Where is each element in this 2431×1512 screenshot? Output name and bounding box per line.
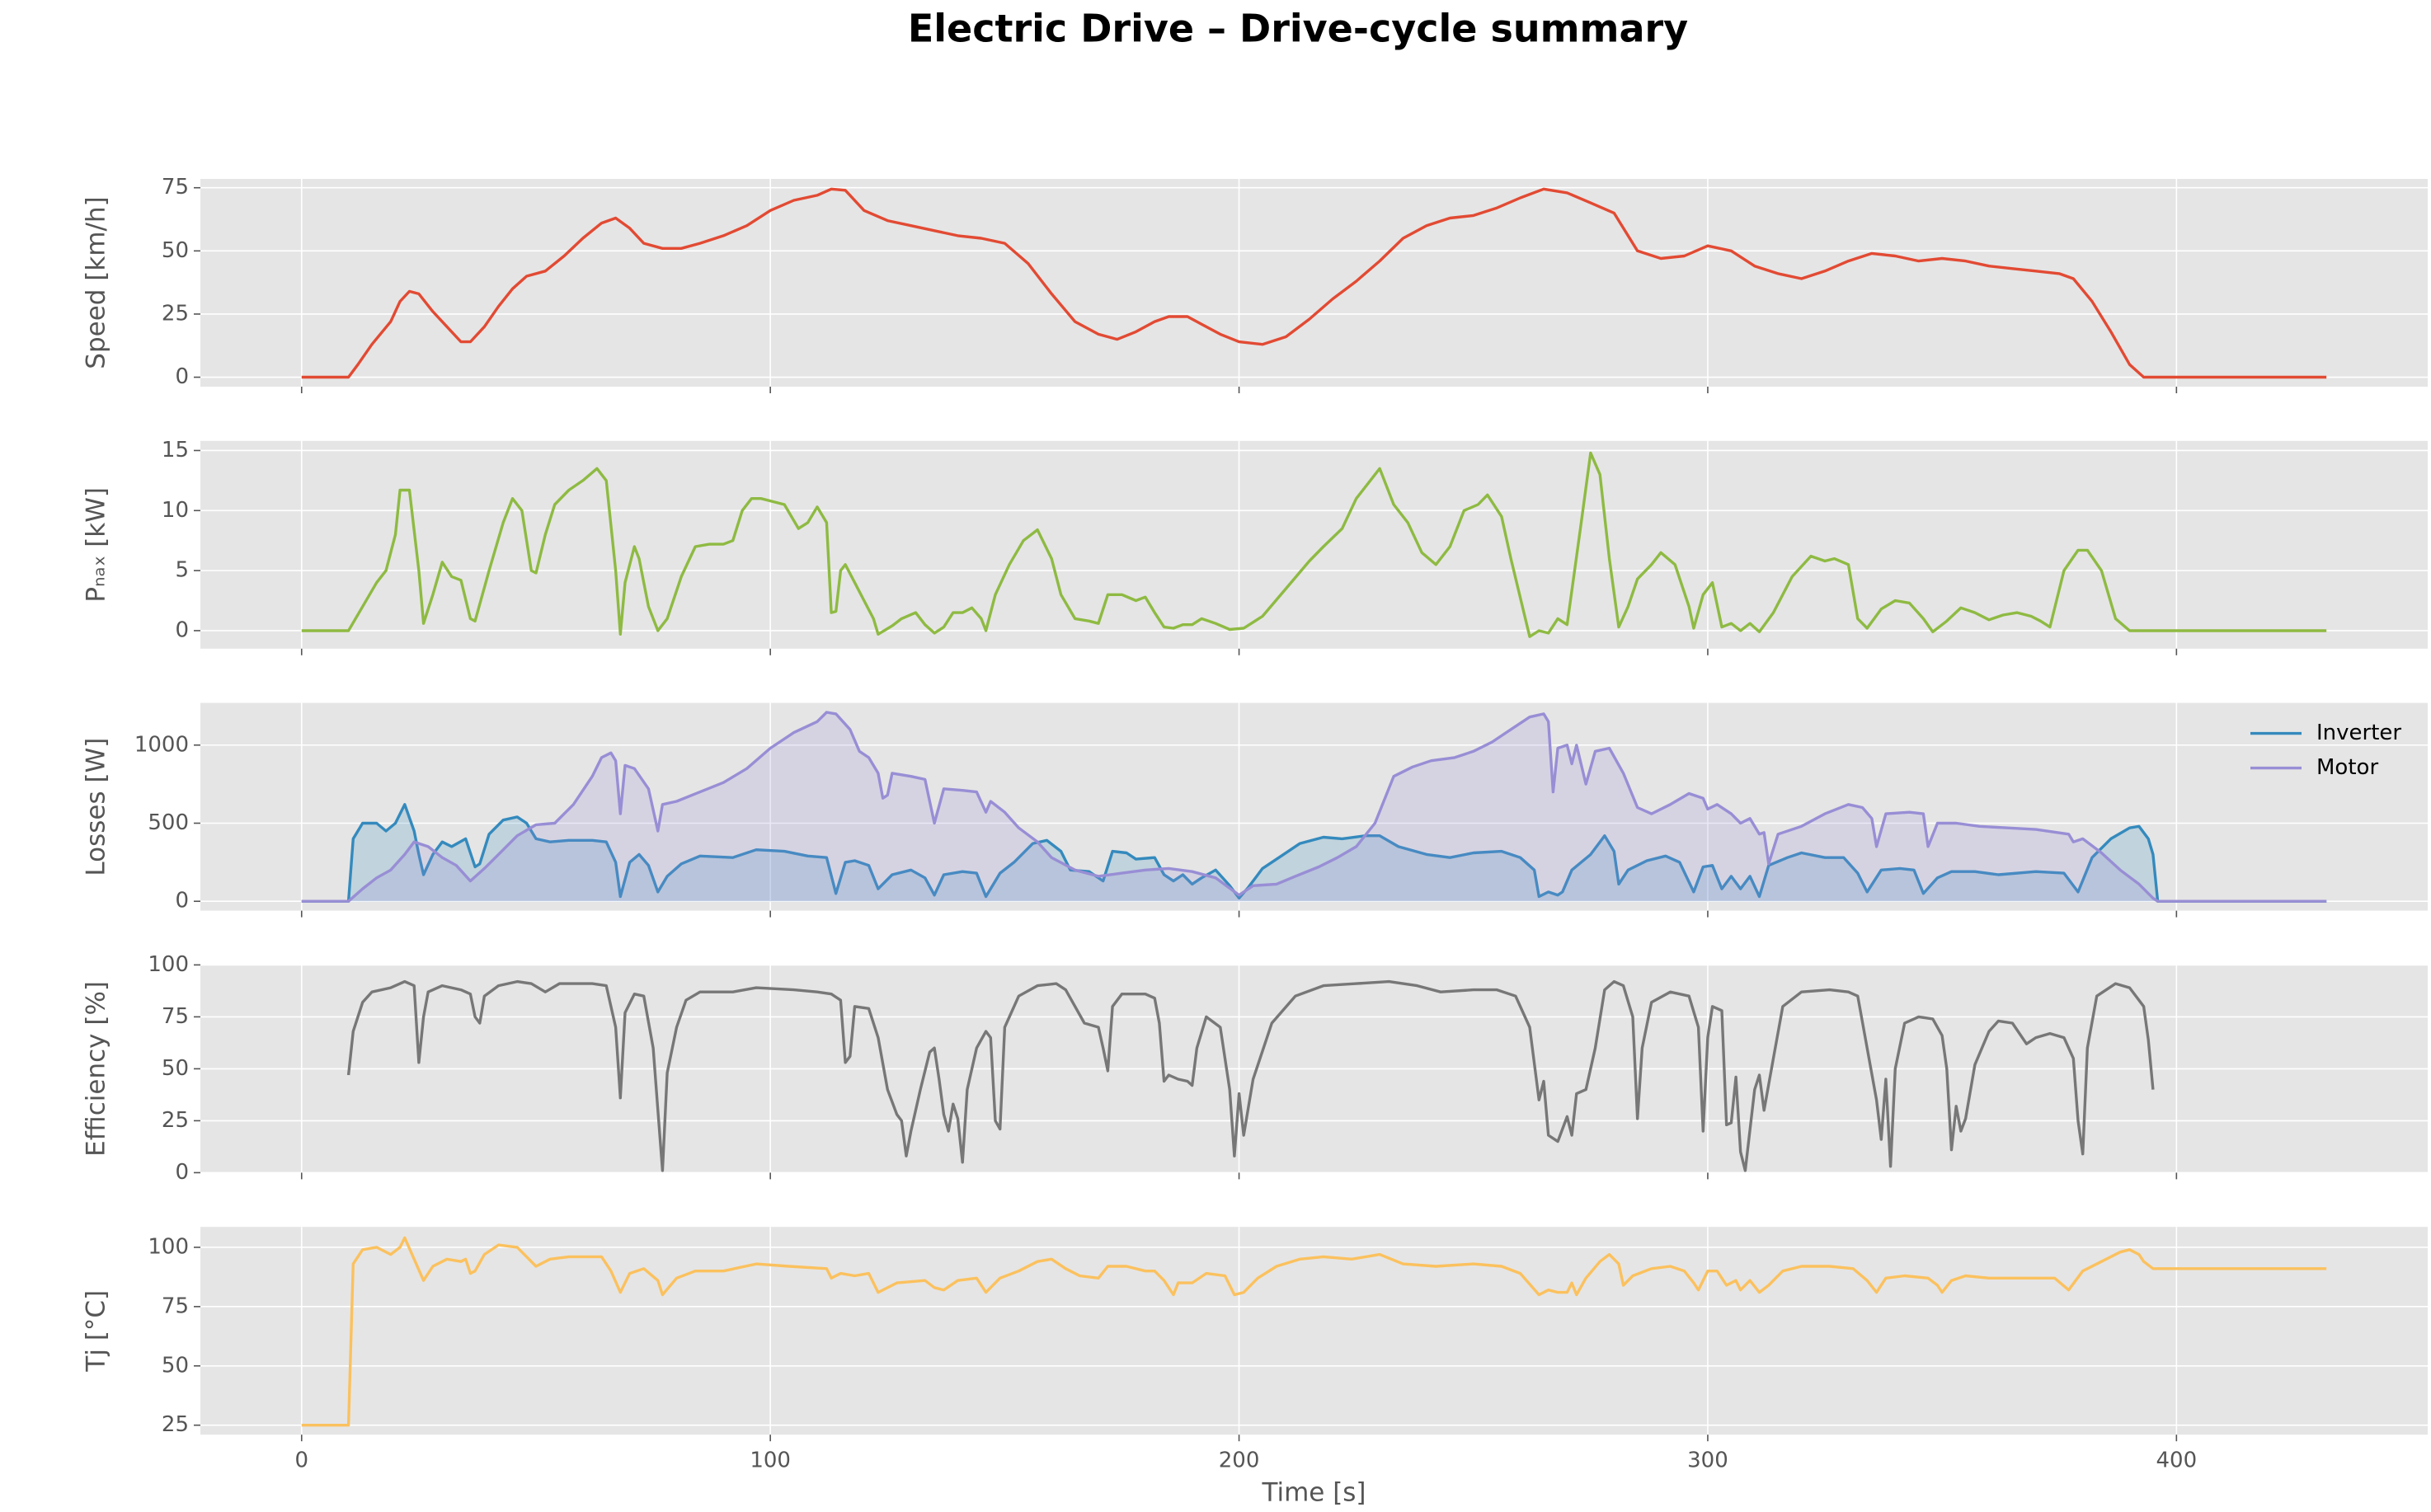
panel: 0 25 50 75 100 Efficiency [%] xyxy=(82,952,2428,1185)
y-tick-label: 15 xyxy=(162,438,189,463)
y-tick-label: 10 xyxy=(162,498,189,523)
y-axis-label: Efficiency [%] xyxy=(82,981,111,1157)
line xyxy=(346,979,2155,1172)
area xyxy=(301,712,2327,902)
y-tick-label: 25 xyxy=(162,1108,189,1133)
y-tick-label: 75 xyxy=(162,175,189,200)
figure-title: Electric Drive – Drive-cycle summary xyxy=(908,7,1688,51)
x-axis-label: Time [s] xyxy=(1261,1478,1366,1508)
panel: 0 25 50 75 Speed [km/h] xyxy=(82,175,2428,393)
y-tick-label: 100 xyxy=(148,952,189,977)
x-tick-label: 400 xyxy=(2156,1449,2198,1473)
y-tick-label: 50 xyxy=(162,238,189,263)
y-tick-label: 5 xyxy=(175,558,189,583)
y-tick-label: 50 xyxy=(162,1353,189,1378)
y-tick-label: 500 xyxy=(148,810,189,835)
y-tick-label: 50 xyxy=(162,1056,189,1081)
plot-background xyxy=(200,440,2428,649)
line xyxy=(301,187,2327,379)
x-tick-label: 200 xyxy=(1219,1449,1260,1473)
y-tick-label: 1000 xyxy=(134,732,189,757)
line xyxy=(301,451,2327,638)
x-tick-label: 300 xyxy=(1687,1449,1728,1473)
line xyxy=(301,1236,2327,1427)
y-tick-label: 100 xyxy=(148,1234,189,1259)
y-axis-label: Losses [W] xyxy=(82,738,111,876)
y-tick-label: 0 xyxy=(175,1160,189,1185)
panel: 0 500 1000 Losses [W] Inverter Motor xyxy=(82,702,2428,918)
x-tick-label: 100 xyxy=(750,1449,791,1473)
y-axis-label: Speed [km/h] xyxy=(82,196,111,369)
plot-background xyxy=(200,1227,2428,1435)
y-tick-label: 75 xyxy=(162,1004,189,1029)
y-tick-label: 25 xyxy=(162,301,189,326)
y-axis-label: Pₙₐₓ [kW] xyxy=(82,487,111,603)
plot-background xyxy=(200,179,2428,387)
area xyxy=(301,804,2327,902)
y-tick-label: 0 xyxy=(175,364,189,389)
line xyxy=(301,711,2327,903)
y-tick-label: 75 xyxy=(162,1294,189,1318)
y-axis-label: Tj [°C] xyxy=(82,1290,111,1373)
panel: 25 50 75 100 0 100 200 300 400 Tj [°C] Time [s] xyxy=(82,1227,2428,1508)
x-tick-label: 0 xyxy=(294,1449,308,1473)
legend-label: Inverter xyxy=(2316,721,2401,745)
y-tick-label: 0 xyxy=(175,889,189,913)
legend-label: Motor xyxy=(2316,755,2378,780)
y-tick-label: 25 xyxy=(162,1412,189,1437)
line xyxy=(301,803,2327,903)
y-tick-label: 0 xyxy=(175,617,189,642)
panel: 0 5 10 15 Pₙₐₓ [kW] xyxy=(82,438,2428,655)
